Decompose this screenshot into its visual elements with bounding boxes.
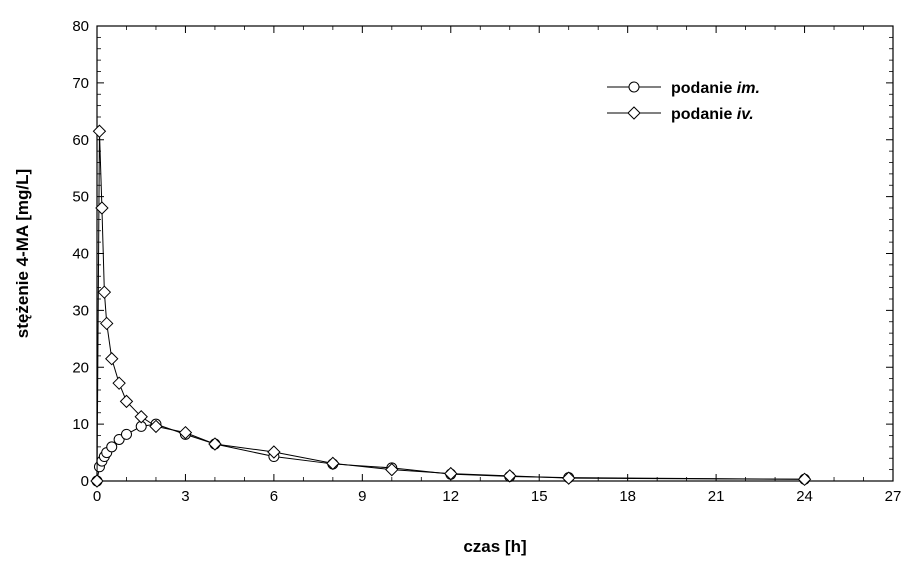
data-point-circle xyxy=(121,429,131,439)
data-point-diamond xyxy=(445,468,457,480)
legend-marker-circle xyxy=(629,82,639,92)
data-point-diamond xyxy=(101,317,113,329)
plot-frame xyxy=(97,26,893,481)
x-axis-title: czas [h] xyxy=(463,537,526,556)
data-point-diamond xyxy=(327,457,339,469)
y-tick-label: 10 xyxy=(72,416,89,433)
x-tick-label: 0 xyxy=(93,488,101,505)
legend-label: podanie iv. xyxy=(671,106,754,123)
series-diamond xyxy=(91,125,811,487)
y-tick-label: 20 xyxy=(72,359,89,376)
x-tick-label: 15 xyxy=(531,488,548,505)
axis-ticks: 0 3 6 9 12 15 18 21 24 27 0 10 20 30 40 50 60 70 80 xyxy=(72,18,901,505)
x-tick-label: 3 xyxy=(181,488,189,505)
data-point-diamond xyxy=(504,470,516,482)
data-point-diamond xyxy=(209,438,221,450)
x-tick-label: 18 xyxy=(619,488,636,505)
legend-item: podanie iv. xyxy=(607,106,754,123)
x-tick-label: 9 xyxy=(358,488,366,505)
y-tick-label: 0 xyxy=(81,473,89,490)
y-tick-label: 80 xyxy=(72,18,89,35)
legend-marker-diamond xyxy=(628,107,640,119)
x-tick-label: 6 xyxy=(270,488,278,505)
y-tick-label: 40 xyxy=(72,246,89,263)
data-point-diamond xyxy=(113,377,125,389)
data-point-diamond xyxy=(91,475,103,487)
legend-label: podanie im. xyxy=(671,80,760,97)
series-line xyxy=(97,131,805,481)
x-tick-label: 12 xyxy=(442,488,459,505)
x-tick-label: 21 xyxy=(708,488,725,505)
legend: podanie im. podanie iv. xyxy=(607,80,760,123)
data-point-diamond xyxy=(96,202,108,214)
series-layer xyxy=(91,125,811,487)
x-tick-label: 24 xyxy=(796,488,813,505)
y-axis-title: stężenie 4-MA [mg/L] xyxy=(13,169,32,338)
y-tick-label: 70 xyxy=(72,75,89,92)
data-point-diamond xyxy=(93,125,105,137)
y-tick-label: 50 xyxy=(72,189,89,206)
data-point-diamond xyxy=(106,353,118,365)
plot-area xyxy=(97,26,893,481)
data-point-diamond xyxy=(799,473,811,485)
y-tick-label: 60 xyxy=(72,132,89,149)
x-tick-label: 27 xyxy=(885,488,902,505)
legend-item: podanie im. xyxy=(607,80,760,97)
y-tick-label: 30 xyxy=(72,302,89,319)
data-point-diamond xyxy=(563,472,575,484)
